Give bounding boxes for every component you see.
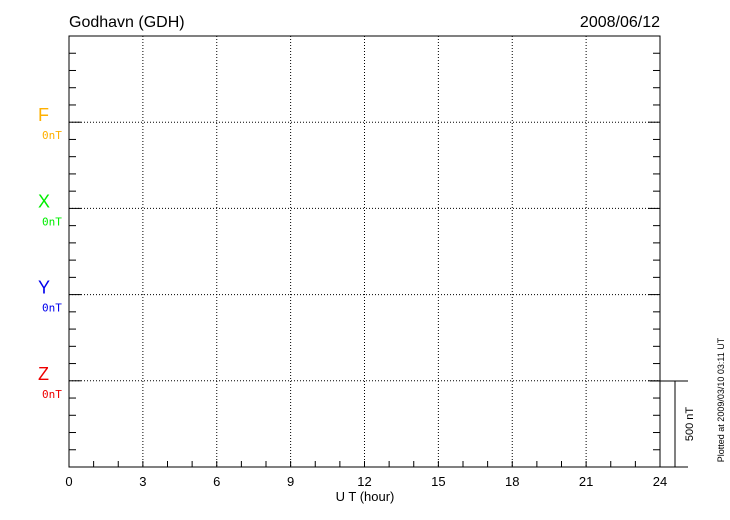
axis-ticks: [68, 52, 661, 467]
series-name-x: X: [38, 191, 50, 211]
x-tick-label: 6: [213, 474, 220, 489]
x-axis-label: U T (hour): [336, 489, 395, 504]
x-tick-labels: 0 3 6 9 12 15 18 21 24: [65, 474, 667, 489]
plotted-note: Plotted at 2009/03/10 03:11 UT: [716, 337, 726, 462]
chart-title: Godhavn (GDH): [69, 14, 185, 31]
series-name-y: Y: [38, 278, 50, 298]
series-labels: F 0nT X 0nT Y 0nT Z 0nT: [38, 105, 62, 401]
series-name-f: F: [38, 105, 49, 125]
series-baseline-z: 0nT: [42, 388, 62, 401]
x-tick-label: 12: [357, 474, 371, 489]
x-tick-label: 21: [579, 474, 593, 489]
x-tick-label: 18: [505, 474, 519, 489]
plot-frame: [68, 35, 661, 468]
series-baseline-f: 0nT: [42, 129, 62, 142]
x-tick-label: 9: [287, 474, 294, 489]
scale-bar-label: 500 nT: [684, 407, 696, 442]
x-tick-label: 15: [431, 474, 445, 489]
series-baseline-y: 0nT: [42, 302, 62, 315]
x-tick-label: 24: [653, 474, 667, 489]
grid: [69, 36, 660, 467]
x-tick-label: 0: [65, 474, 72, 489]
x-tick-label: 3: [139, 474, 146, 489]
series-baseline-x: 0nT: [42, 215, 62, 228]
series-name-z: Z: [38, 364, 49, 384]
chart-date: 2008/06/12: [580, 14, 660, 31]
scale-bar: 500 nT: [650, 380, 696, 468]
